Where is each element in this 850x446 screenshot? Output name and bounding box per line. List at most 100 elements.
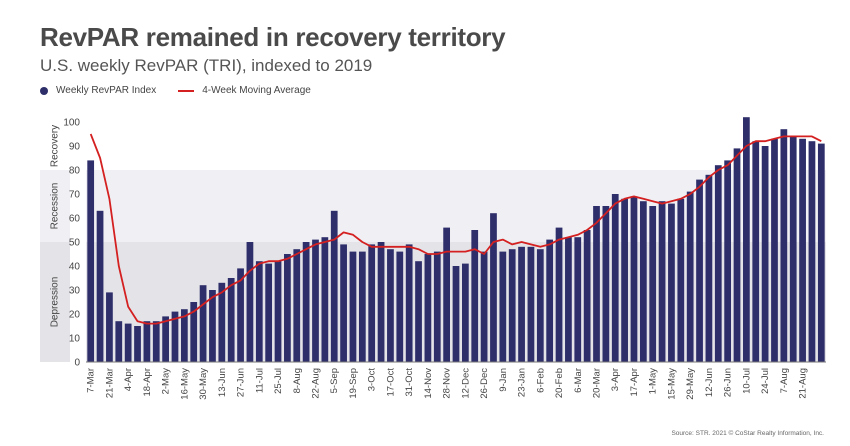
x-tick-label: 12-Dec — [460, 368, 471, 399]
bar — [143, 321, 151, 362]
x-tick-label: 22-Aug — [310, 368, 321, 399]
x-tick-label: 16-May — [179, 368, 190, 400]
bar — [705, 174, 713, 362]
bar — [387, 249, 394, 362]
bar — [124, 323, 132, 362]
x-tick-label: 6-Mar — [573, 368, 584, 393]
bar — [761, 146, 769, 362]
x-tick-label: 5-Sep — [329, 368, 340, 393]
bar — [424, 254, 432, 362]
bar — [255, 261, 263, 362]
bar — [583, 230, 591, 362]
bar — [237, 268, 244, 362]
bar — [115, 321, 123, 362]
bar — [443, 227, 451, 362]
y-tick-label: 100 — [63, 118, 80, 129]
bar — [658, 201, 666, 362]
source-note: Source: STR. 2021 © CoStar Realty Inform… — [671, 430, 824, 437]
y-tick-label: 60 — [69, 214, 81, 225]
y-tick-label: 80 — [69, 166, 81, 177]
bar — [546, 239, 554, 362]
x-tick-label: 23-Jan — [517, 368, 528, 397]
chart-title: RevPAR remained in recovery territory — [40, 22, 506, 52]
bar — [471, 230, 479, 362]
bar — [377, 242, 385, 362]
bar — [799, 138, 806, 362]
bar — [293, 249, 301, 362]
x-tick-label: 15-May — [666, 368, 677, 400]
legend-item-line: 4-Week Moving Average — [178, 85, 311, 96]
x-tick-label: 3-Apr — [610, 368, 621, 391]
y-tick-label: 20 — [69, 310, 81, 321]
band-label-bg-recovery — [40, 122, 70, 170]
bar — [368, 244, 376, 362]
bar — [405, 244, 413, 362]
bar — [396, 251, 404, 362]
x-tick-label: 29-May — [685, 368, 696, 400]
band-label-recovery: Recovery — [50, 125, 61, 167]
x-tick-label: 17-Oct — [385, 368, 396, 397]
x-tick-label: 13-Jun — [217, 368, 228, 397]
y-tick-label: 70 — [69, 190, 81, 201]
x-tick-label: 24-Jul — [760, 368, 771, 394]
bar — [630, 196, 638, 362]
bar — [724, 160, 732, 362]
bar — [452, 266, 460, 362]
bar — [780, 129, 788, 362]
bar — [349, 251, 357, 362]
bar — [555, 227, 563, 362]
bar — [808, 141, 816, 362]
bar — [480, 251, 488, 362]
bar — [771, 138, 778, 362]
bar — [302, 242, 310, 362]
bar — [246, 242, 254, 362]
bar — [171, 311, 179, 362]
band-label-depression: Depression — [50, 277, 61, 328]
x-tick-label: 8-Aug — [292, 368, 303, 393]
x-tick-label: 6-Feb — [535, 368, 546, 393]
bar — [312, 239, 319, 362]
bar — [106, 292, 113, 362]
bar — [274, 261, 282, 362]
x-tick-label: 31-Oct — [404, 368, 415, 397]
x-tick-label: 12-Jun — [704, 368, 715, 397]
x-tick-label: 4-Apr — [123, 368, 134, 391]
bar — [162, 316, 169, 362]
bar — [461, 263, 469, 362]
x-tick-label: 21-Mar — [104, 368, 115, 398]
bar — [602, 206, 610, 362]
bar — [499, 251, 507, 362]
x-tick-label: 26-Jun — [723, 368, 734, 397]
bar — [96, 210, 104, 362]
x-tick-label: 18-Apr — [142, 368, 153, 397]
bar — [433, 251, 441, 362]
bar — [789, 136, 797, 362]
y-tick-label: 50 — [69, 238, 81, 249]
y-tick-label: 30 — [69, 286, 81, 297]
bar — [536, 249, 544, 362]
legend-bar-swatch — [40, 86, 48, 95]
bar — [611, 194, 619, 362]
bar — [227, 278, 235, 362]
band-recovery — [86, 122, 826, 170]
x-tick-label: 14-Nov — [423, 368, 434, 399]
bar — [340, 244, 347, 362]
x-tick-label: 27-Jun — [236, 368, 247, 397]
legend-bar-label: Weekly RevPAR Index — [56, 85, 157, 96]
bar — [199, 285, 207, 362]
moving-average-line — [89, 133, 822, 325]
bar — [209, 290, 216, 362]
bar — [565, 237, 572, 362]
bar — [152, 321, 160, 362]
bar — [321, 237, 329, 362]
x-tick-label: 3-Oct — [367, 368, 378, 392]
band-label-bg-depression — [40, 242, 70, 362]
bar — [358, 251, 366, 362]
x-tick-label: 26-Dec — [479, 368, 490, 399]
bar — [218, 282, 226, 362]
x-tick-label: 25-Jul — [273, 368, 284, 394]
bar — [686, 191, 694, 362]
bar — [593, 206, 600, 362]
x-tick-label: 28-Nov — [442, 368, 453, 399]
